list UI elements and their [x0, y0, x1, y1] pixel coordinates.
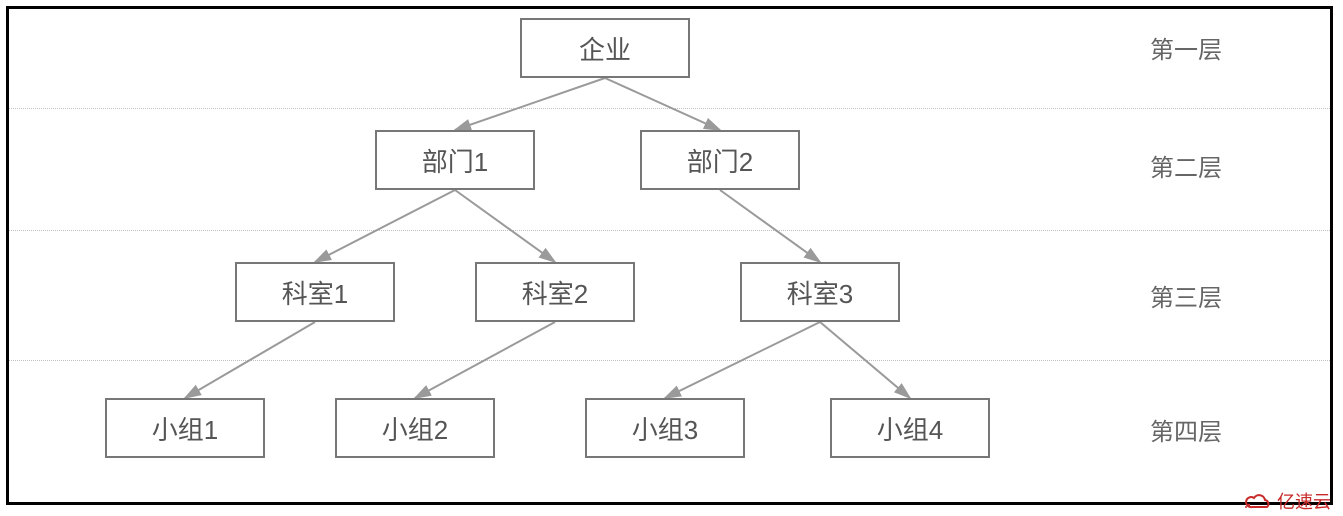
layer-label: 第四层: [1150, 412, 1222, 447]
node-department: 部门1: [375, 130, 535, 190]
layer-separator: [9, 108, 1330, 109]
node-section: 科室2: [475, 262, 635, 322]
watermark-text: 亿速云: [1277, 488, 1331, 514]
layer-separator: [9, 360, 1330, 361]
node-label: 企业: [579, 30, 631, 67]
layer-separator: [9, 230, 1330, 231]
node-enterprise: 企业: [520, 18, 690, 78]
layer-label: 第三层: [1150, 278, 1222, 313]
node-group: 小组4: [830, 398, 990, 458]
node-group: 小组2: [335, 398, 495, 458]
node-label: 小组4: [877, 410, 943, 447]
node-department: 部门2: [640, 130, 800, 190]
node-label: 小组1: [152, 410, 218, 447]
node-group: 小组3: [585, 398, 745, 458]
node-group: 小组1: [105, 398, 265, 458]
node-label: 科室2: [522, 274, 588, 311]
node-label: 部门2: [687, 142, 753, 179]
node-label: 科室1: [282, 274, 348, 311]
watermark: 亿速云: [1243, 488, 1331, 514]
node-section: 科室1: [235, 262, 395, 322]
node-label: 小组3: [632, 410, 698, 447]
cloud-icon: [1243, 491, 1273, 511]
layer-label: 第二层: [1150, 148, 1222, 183]
node-label: 科室3: [787, 274, 853, 311]
layer-label: 第一层: [1150, 30, 1222, 65]
node-label: 部门1: [422, 142, 488, 179]
node-label: 小组2: [382, 410, 448, 447]
node-section: 科室3: [740, 262, 900, 322]
